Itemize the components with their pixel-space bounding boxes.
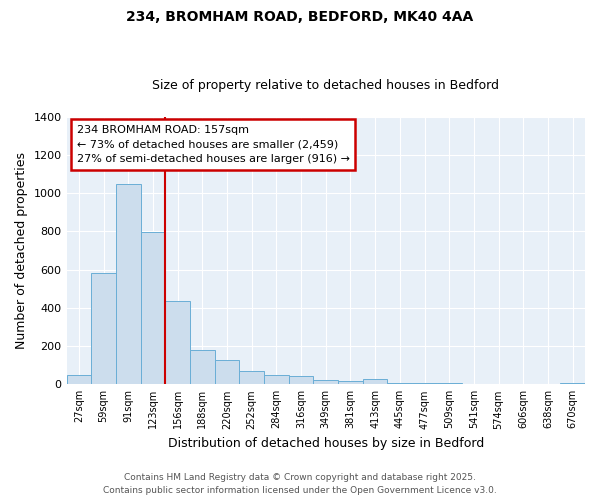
Text: 234 BROMHAM ROAD: 157sqm
← 73% of detached houses are smaller (2,459)
27% of sem: 234 BROMHAM ROAD: 157sqm ← 73% of detach… bbox=[77, 125, 350, 164]
Bar bbox=[91, 272, 116, 384]
Bar bbox=[338, 381, 363, 384]
Bar bbox=[264, 375, 289, 384]
Bar bbox=[116, 184, 140, 384]
Bar bbox=[140, 232, 165, 384]
X-axis label: Distribution of detached houses by size in Bedford: Distribution of detached houses by size … bbox=[167, 437, 484, 450]
Bar bbox=[363, 378, 388, 384]
Text: Contains HM Land Registry data © Crown copyright and database right 2025.
Contai: Contains HM Land Registry data © Crown c… bbox=[103, 474, 497, 495]
Bar bbox=[190, 350, 215, 384]
Bar bbox=[313, 380, 338, 384]
Bar bbox=[239, 371, 264, 384]
Bar bbox=[165, 301, 190, 384]
Bar bbox=[215, 360, 239, 384]
Bar bbox=[289, 376, 313, 384]
Bar bbox=[67, 375, 91, 384]
Y-axis label: Number of detached properties: Number of detached properties bbox=[15, 152, 28, 349]
Text: 234, BROMHAM ROAD, BEDFORD, MK40 4AA: 234, BROMHAM ROAD, BEDFORD, MK40 4AA bbox=[127, 10, 473, 24]
Title: Size of property relative to detached houses in Bedford: Size of property relative to detached ho… bbox=[152, 79, 499, 92]
